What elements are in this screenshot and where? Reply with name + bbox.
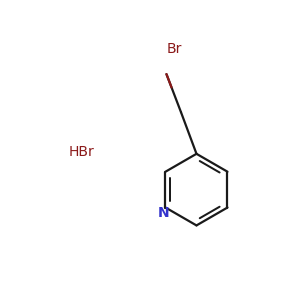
Text: Br: Br bbox=[167, 42, 182, 56]
Text: HBr: HBr bbox=[68, 145, 94, 158]
Text: N: N bbox=[158, 206, 170, 220]
